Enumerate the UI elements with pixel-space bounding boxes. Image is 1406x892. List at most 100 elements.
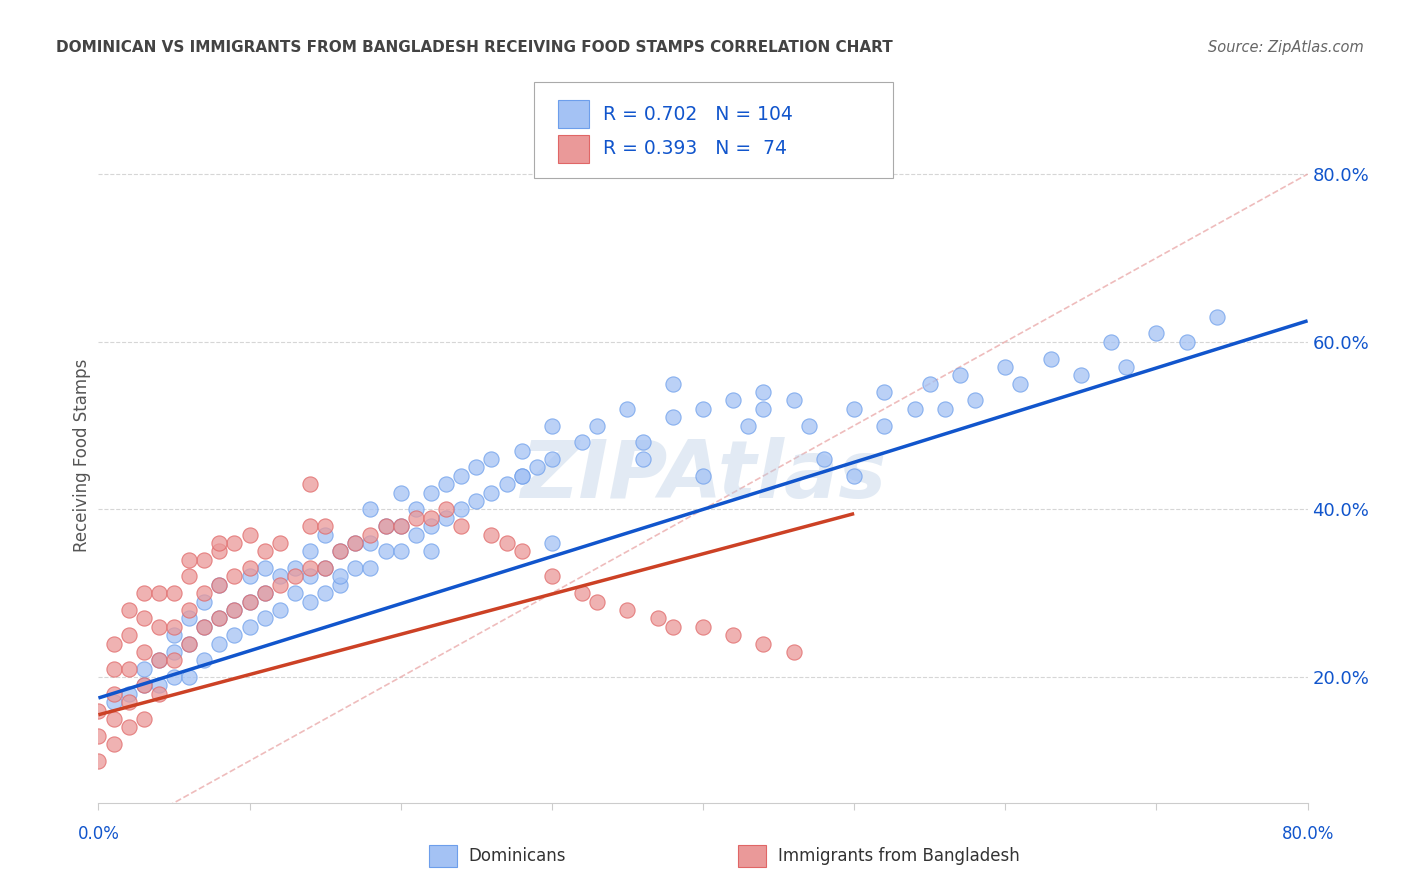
Point (540, 536, 562, 550)
Point (360, 561, 382, 575)
Point (163, 620, 186, 634)
Point (692, 620, 714, 634)
Point (224, 628, 246, 642)
Point (571, 435, 593, 450)
Point (179, 603, 201, 617)
Point (224, 569, 246, 583)
Point (1115, 359, 1137, 374)
Point (208, 578, 231, 592)
Point (616, 401, 638, 416)
Point (299, 519, 322, 533)
Point (253, 611, 276, 625)
Point (662, 410, 685, 425)
Point (103, 695, 125, 709)
Point (360, 536, 382, 550)
Point (495, 536, 517, 550)
Point (1206, 310, 1229, 324)
Point (239, 620, 262, 634)
Point (239, 594, 262, 608)
Point (314, 561, 336, 575)
Point (540, 418, 562, 433)
Point (87, 729, 110, 743)
Point (239, 594, 262, 608)
Point (510, 468, 533, 483)
Text: ZIPAtlas: ZIPAtlas (520, 437, 886, 515)
Point (616, 603, 638, 617)
Text: DOMINICAN VS IMMIGRANTS FROM BANGLADESH RECEIVING FOOD STAMPS CORRELATION CHART: DOMINICAN VS IMMIGRANTS FROM BANGLADESH … (56, 40, 893, 55)
Point (224, 603, 246, 617)
Point (132, 678, 155, 692)
Point (103, 737, 125, 751)
Y-axis label: Receiving Food Stamps: Receiving Food Stamps (73, 359, 91, 551)
Point (193, 594, 215, 608)
Point (374, 519, 396, 533)
Point (148, 653, 170, 667)
Point (510, 443, 533, 458)
Point (314, 586, 336, 600)
Point (434, 502, 457, 516)
Point (299, 569, 322, 583)
Point (374, 544, 396, 558)
Point (299, 544, 322, 558)
Point (179, 670, 201, 684)
Point (389, 485, 412, 500)
Point (692, 401, 714, 416)
Point (163, 670, 186, 684)
Point (465, 494, 488, 508)
Point (269, 569, 291, 583)
Point (284, 586, 307, 600)
Point (723, 393, 745, 408)
Point (132, 586, 155, 600)
Point (179, 611, 201, 625)
Point (405, 510, 427, 524)
Point (239, 561, 262, 575)
Point (208, 544, 231, 558)
Point (420, 544, 443, 558)
Point (420, 510, 443, 524)
Point (344, 561, 367, 575)
Point (329, 569, 352, 583)
Point (647, 611, 669, 625)
Point (450, 468, 472, 483)
Point (284, 561, 307, 575)
Point (918, 376, 941, 391)
Text: 0.0%: 0.0% (77, 825, 120, 843)
Point (208, 536, 231, 550)
Point (752, 401, 775, 416)
Point (1099, 334, 1122, 349)
Point (360, 527, 382, 541)
Point (103, 687, 125, 701)
Point (103, 712, 125, 726)
Point (405, 502, 427, 516)
Point (1010, 376, 1032, 391)
Point (103, 636, 125, 650)
Point (586, 594, 609, 608)
Point (193, 586, 215, 600)
Point (389, 519, 412, 533)
Point (118, 687, 141, 701)
Point (132, 678, 155, 692)
Point (269, 603, 291, 617)
Point (148, 678, 170, 692)
Point (586, 418, 609, 433)
Point (163, 628, 186, 642)
Point (344, 536, 367, 550)
Point (179, 636, 201, 650)
Point (193, 620, 215, 634)
Point (481, 485, 503, 500)
Point (1070, 368, 1092, 383)
Text: R = 0.393   N =  74: R = 0.393 N = 74 (603, 139, 787, 159)
Point (208, 636, 231, 650)
Point (299, 477, 322, 491)
Point (329, 544, 352, 558)
Point (224, 603, 246, 617)
Point (904, 401, 927, 416)
Point (179, 552, 201, 566)
Point (737, 418, 759, 433)
Point (314, 519, 336, 533)
Point (994, 359, 1017, 374)
Point (148, 687, 170, 701)
Point (450, 519, 472, 533)
Point (844, 401, 866, 416)
Point (1039, 351, 1062, 366)
